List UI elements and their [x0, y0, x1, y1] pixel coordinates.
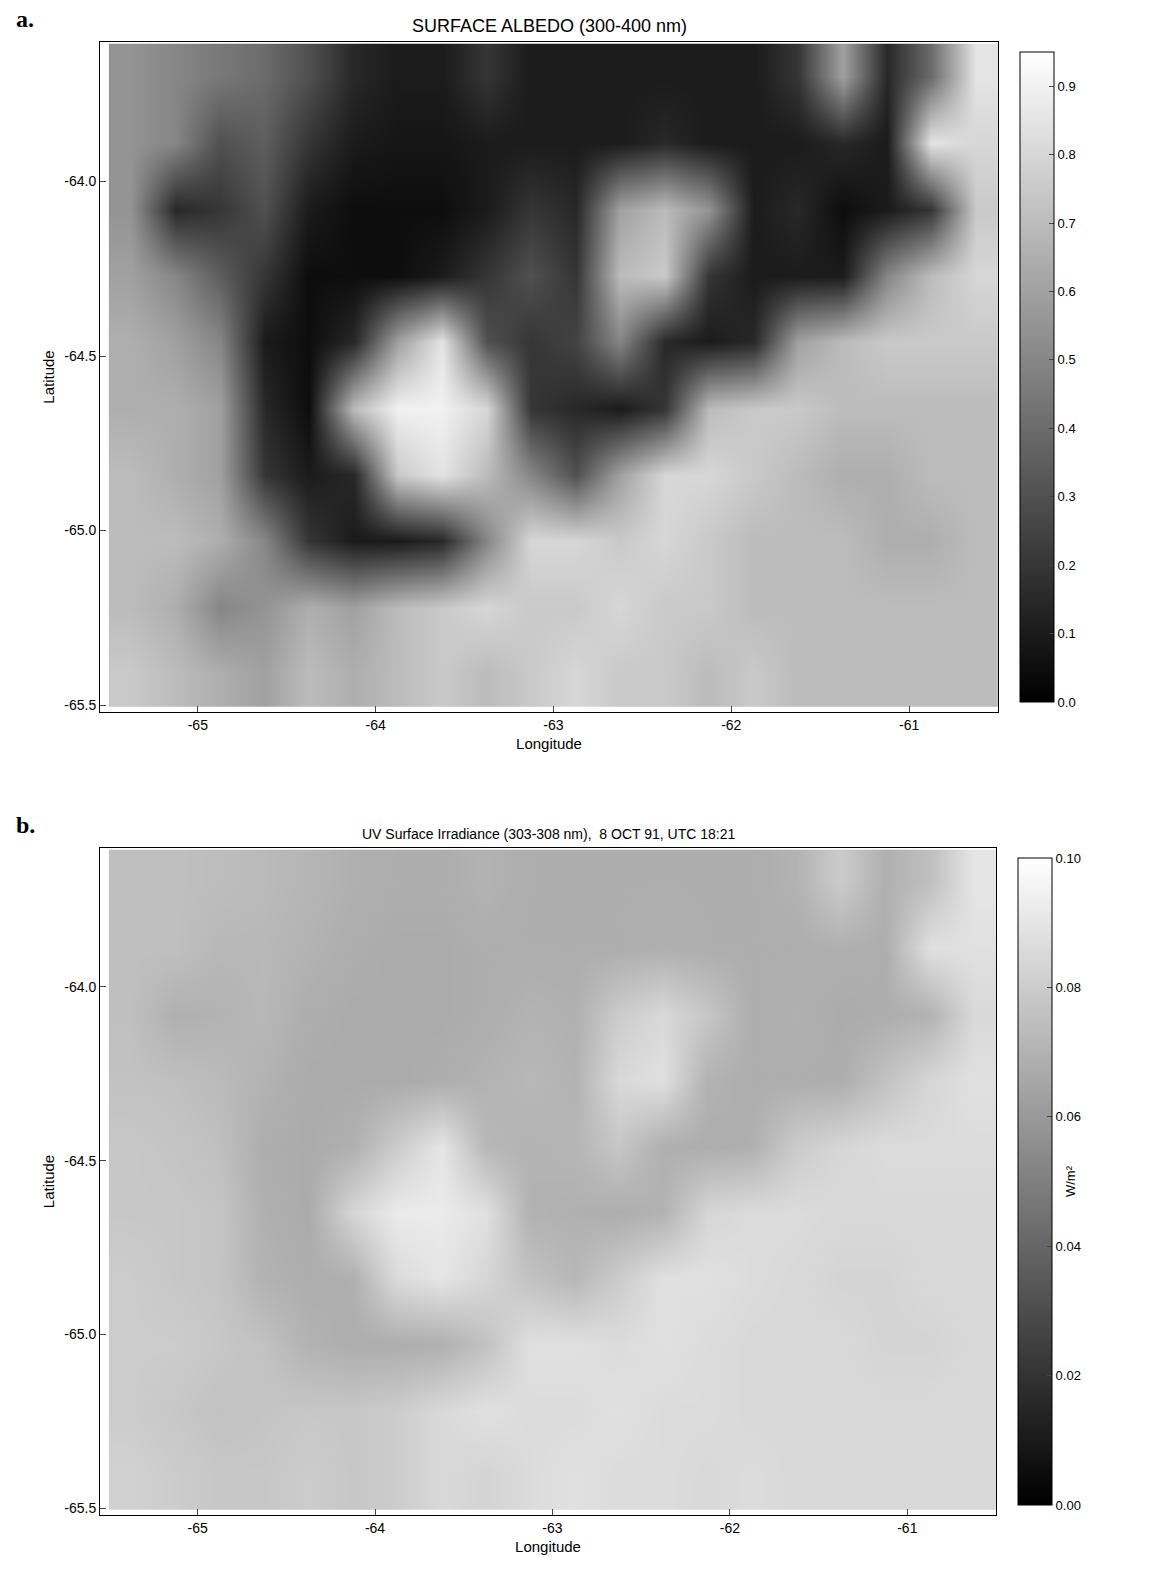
svg-text:0.8: 0.8	[1058, 147, 1076, 162]
svg-text:-65.0: -65.0	[64, 522, 96, 538]
svg-text:a.: a.	[16, 6, 34, 32]
svg-text:Latitude: Latitude	[40, 350, 57, 403]
svg-text:0.1: 0.1	[1058, 626, 1076, 641]
svg-text:-65.5: -65.5	[64, 1500, 96, 1516]
svg-text:-64.5: -64.5	[64, 1153, 96, 1169]
svg-text:-64.0: -64.0	[64, 173, 96, 189]
svg-text:W/m²: W/m²	[1063, 1165, 1078, 1197]
svg-text:-63: -63	[542, 1520, 562, 1536]
svg-text:0.04: 0.04	[1056, 1239, 1081, 1254]
svg-text:0.0: 0.0	[1058, 695, 1076, 710]
svg-text:0.06: 0.06	[1056, 1109, 1081, 1124]
svg-text:0.5: 0.5	[1058, 352, 1076, 367]
svg-text:-64: -64	[366, 717, 386, 733]
svg-text:-64.5: -64.5	[64, 348, 96, 364]
svg-text:0.10: 0.10	[1056, 851, 1081, 866]
svg-text:Longitude: Longitude	[516, 735, 582, 752]
svg-text:UV Surface Irradiance (303-308: UV Surface Irradiance (303-308 nm), 8 OC…	[362, 826, 735, 842]
svg-text:0.6: 0.6	[1058, 284, 1076, 299]
svg-text:0.02: 0.02	[1056, 1368, 1081, 1383]
svg-text:-64: -64	[365, 1520, 385, 1536]
svg-text:SURFACE ALBEDO (300-400 nm): SURFACE ALBEDO (300-400 nm)	[412, 16, 687, 36]
svg-text:0.2: 0.2	[1058, 558, 1076, 573]
svg-text:0.3: 0.3	[1058, 489, 1076, 504]
svg-text:Latitude: Latitude	[40, 1155, 57, 1208]
svg-text:0.00: 0.00	[1056, 1498, 1081, 1513]
svg-text:-65.5: -65.5	[64, 697, 96, 713]
svg-text:0.4: 0.4	[1058, 421, 1076, 436]
svg-text:0.08: 0.08	[1056, 980, 1081, 995]
svg-text:-64.0: -64.0	[64, 979, 96, 995]
svg-text:-65: -65	[188, 717, 208, 733]
svg-text:-65.0: -65.0	[64, 1326, 96, 1342]
svg-text:0.9: 0.9	[1058, 79, 1076, 94]
svg-text:b.: b.	[16, 812, 35, 838]
svg-text:-61: -61	[897, 1520, 917, 1536]
svg-text:-62: -62	[721, 717, 741, 733]
svg-text:0.7: 0.7	[1058, 216, 1076, 231]
svg-text:-62: -62	[720, 1520, 740, 1536]
svg-text:Longitude: Longitude	[515, 1538, 581, 1555]
svg-text:-63: -63	[543, 717, 563, 733]
svg-text:-65: -65	[187, 1520, 207, 1536]
svg-text:-61: -61	[899, 717, 919, 733]
